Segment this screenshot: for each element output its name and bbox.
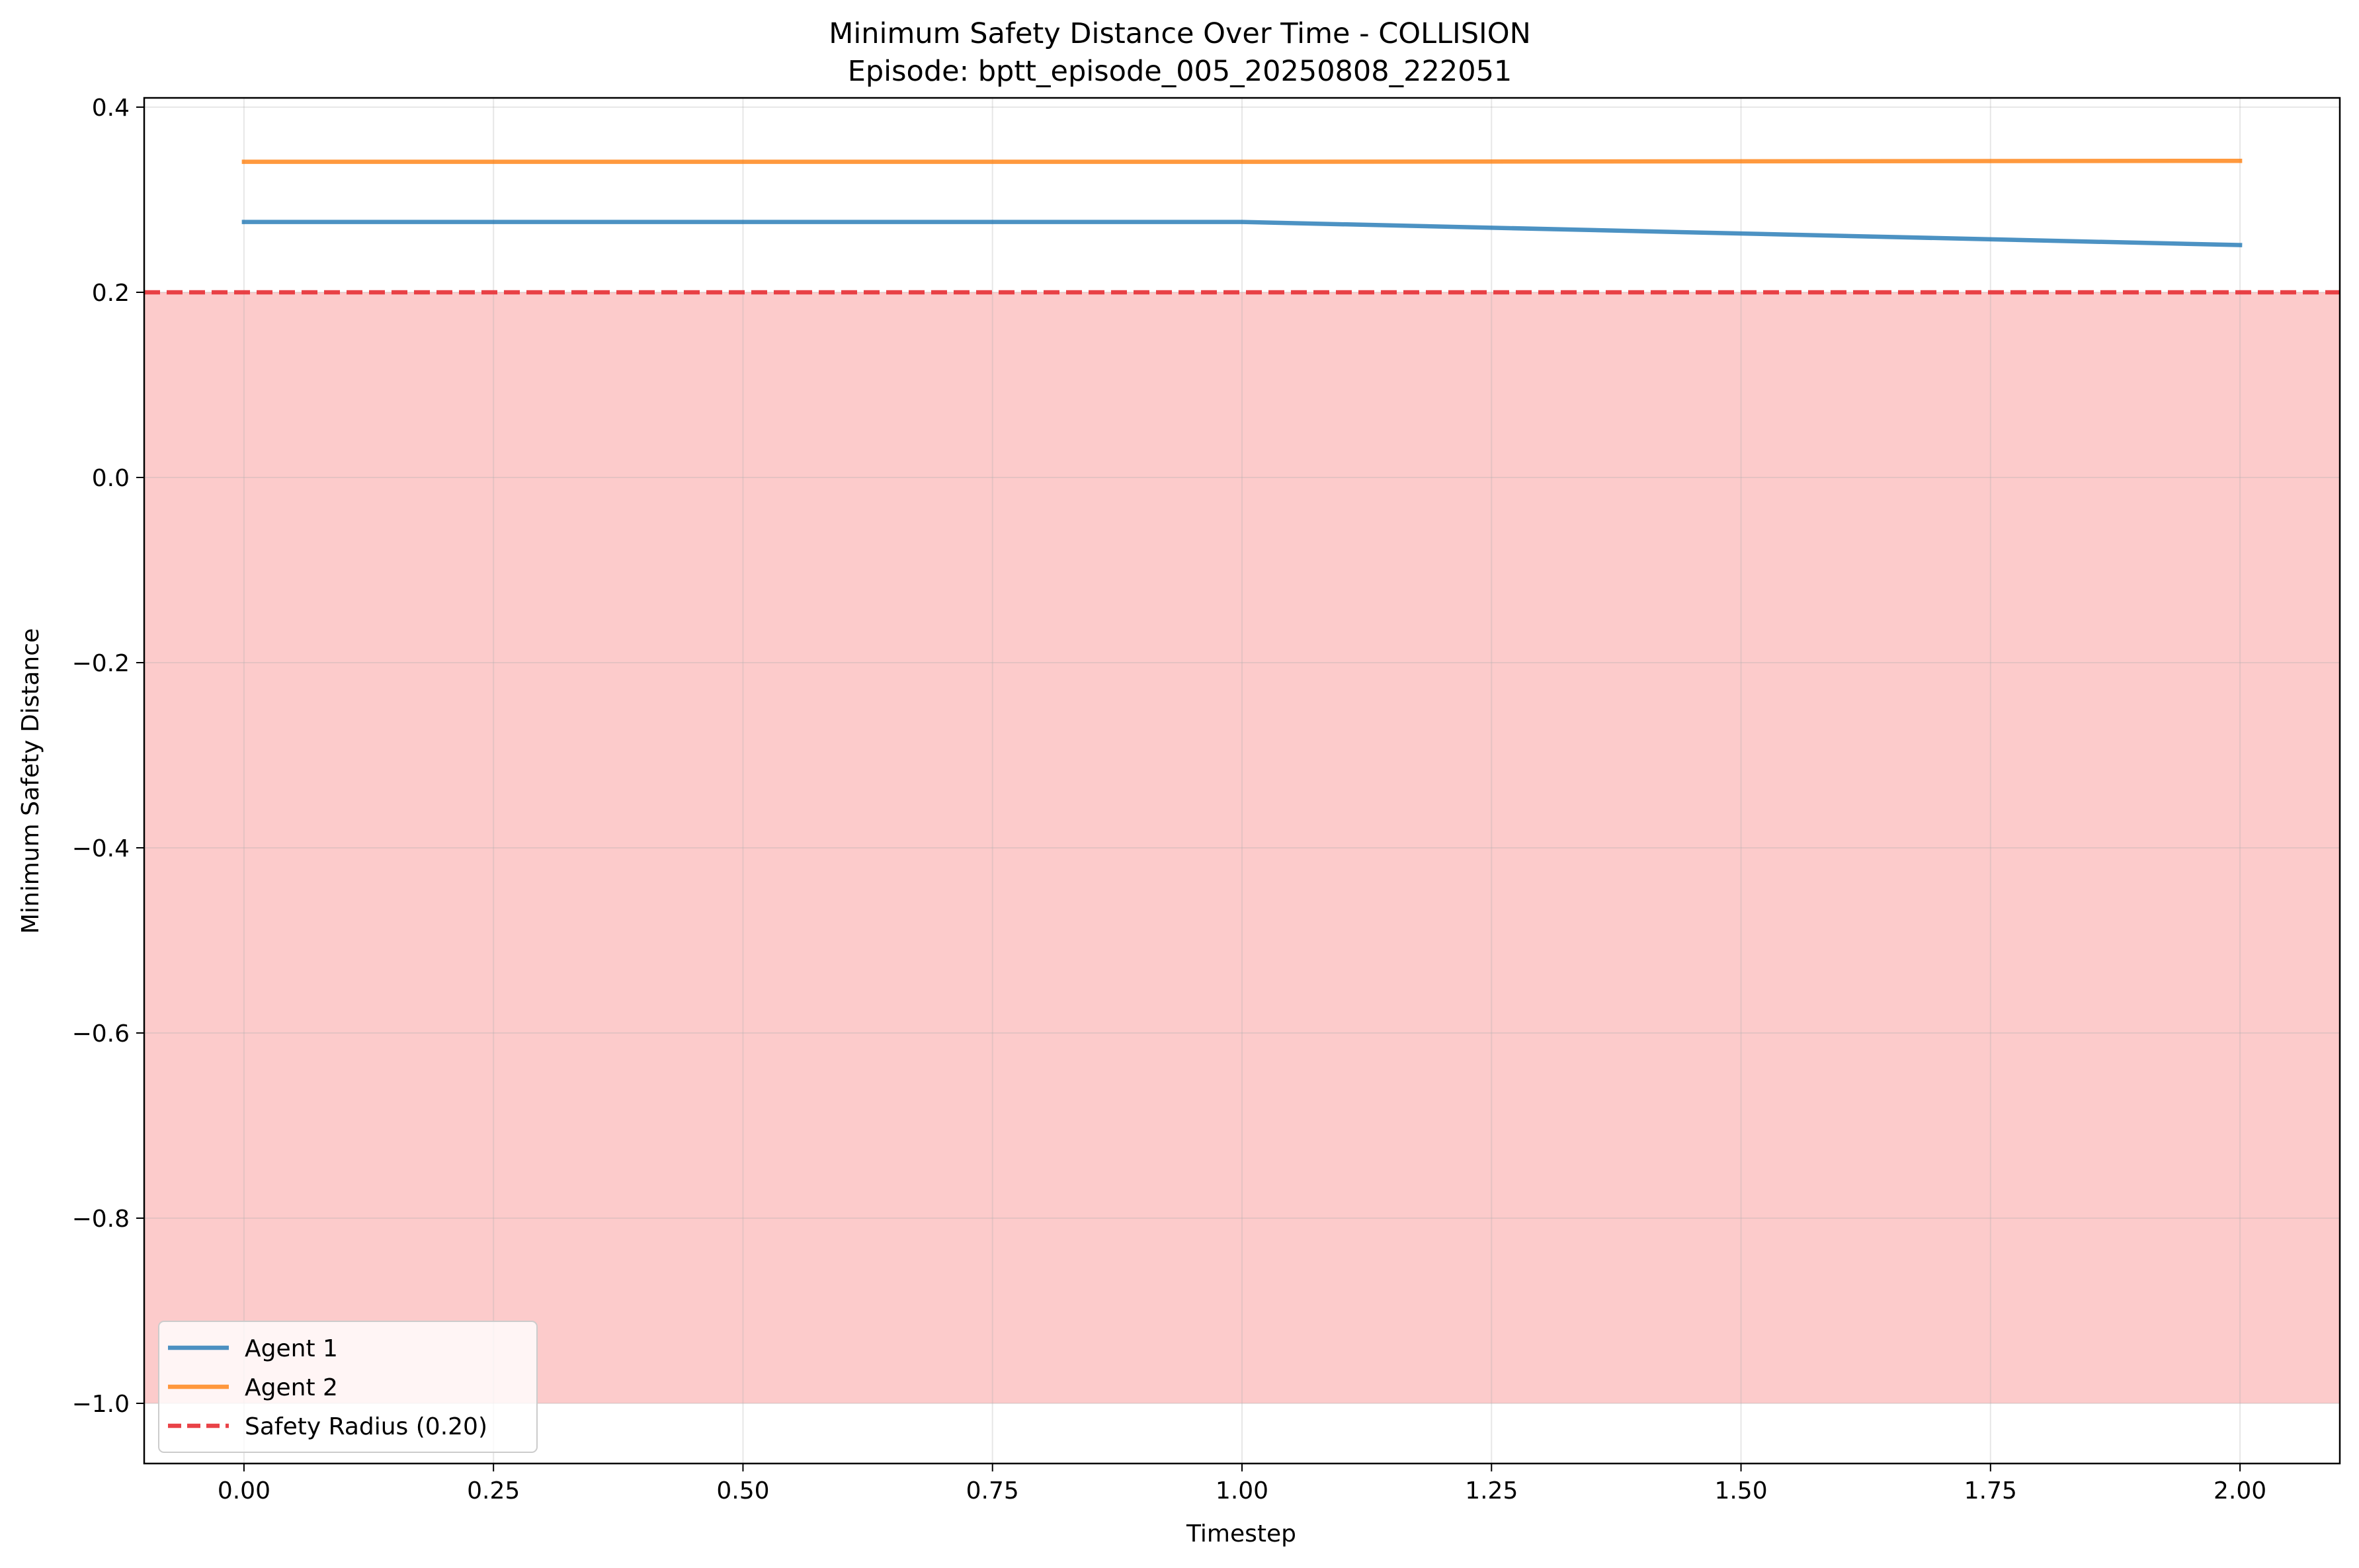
x-tick-label: 2.00 [2214, 1477, 2266, 1505]
chart-subtitle: Episode: bptt_episode_005_20250808_22205… [848, 55, 1512, 88]
x-axis: 0.00 0.25 0.50 0.75 1.00 1.25 1.50 1.75 2.00 [218, 1464, 2266, 1505]
legend-label: Agent 1 [245, 1335, 338, 1362]
y-axis-label: Minimum Safety Distance [17, 628, 44, 934]
legend-label: Agent 2 [245, 1374, 338, 1401]
x-tick-label: 1.75 [1964, 1477, 2017, 1505]
y-axis: −1.0 −0.8 −0.6 −0.4 −0.2 0.0 0.2 0.4 [72, 95, 144, 1418]
grid [144, 98, 2340, 1464]
x-tick-label: 0.75 [966, 1477, 1019, 1505]
y-tick-label: −0.4 [72, 835, 130, 862]
x-tick-label: 0.50 [716, 1477, 769, 1505]
chart-title: Minimum Safety Distance Over Time - COLL… [829, 17, 1530, 50]
x-axis-label: Timestep [1186, 1520, 1296, 1547]
series-line-agent-1 [241, 220, 2243, 247]
legend: Agent 1 Agent 2 Safety Radius (0.20) [158, 1321, 538, 1453]
series-lines [241, 158, 2243, 247]
y-tick-label: −0.6 [72, 1020, 130, 1048]
y-tick-label: −0.8 [72, 1206, 130, 1233]
x-tick-label: 1.00 [1216, 1477, 1268, 1505]
y-tick-label: 0.0 [92, 465, 130, 492]
collision-zone [144, 292, 2340, 1403]
y-tick-label: −0.2 [72, 650, 130, 677]
y-tick-label: −1.0 [72, 1391, 130, 1418]
y-tick-label: 0.2 [92, 280, 130, 307]
y-tick-label: 0.4 [92, 95, 130, 122]
legend-label: Safety Radius (0.20) [245, 1413, 487, 1440]
x-tick-label: 1.50 [1714, 1477, 1767, 1505]
legend-box [158, 1321, 538, 1453]
x-tick-label: 1.25 [1465, 1477, 1518, 1505]
x-tick-label: 0.00 [218, 1477, 270, 1505]
x-tick-label: 0.25 [467, 1477, 520, 1505]
